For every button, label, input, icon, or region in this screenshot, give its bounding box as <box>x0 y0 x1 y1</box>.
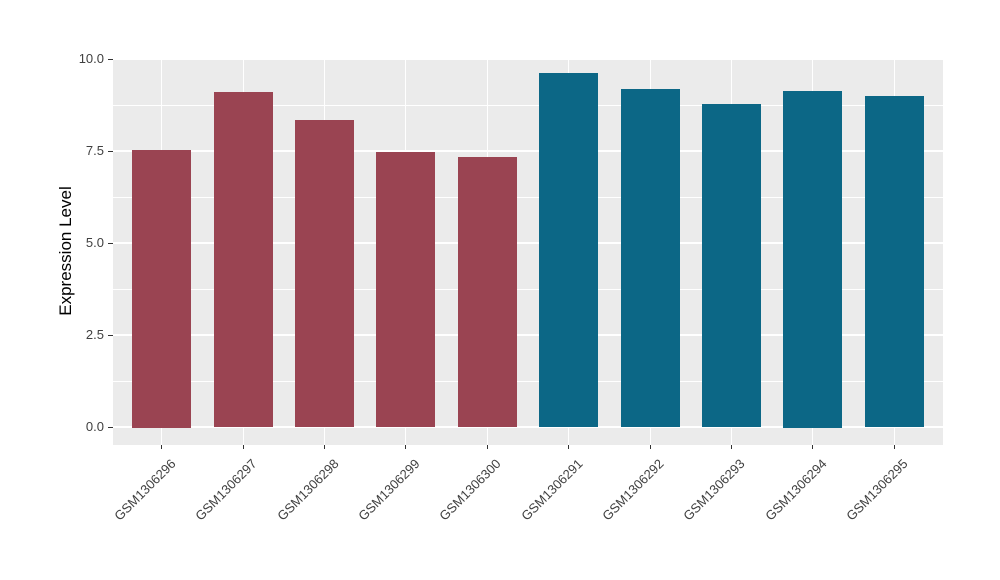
bar-GSM1306297 <box>214 92 273 427</box>
bar-GSM1306294 <box>783 91 842 428</box>
bar-GSM1306295 <box>865 96 924 427</box>
bar-GSM1306299 <box>376 152 435 427</box>
x-tick-mark <box>893 445 895 449</box>
x-tick-mark <box>242 445 244 449</box>
major-gridline <box>113 242 943 245</box>
y-tick-mark <box>108 426 113 428</box>
major-gridline <box>113 58 943 61</box>
y-tick-mark <box>108 58 113 60</box>
x-tick-mark <box>405 445 407 449</box>
y-tick-label: 7.5 <box>85 143 104 159</box>
x-tick-mark <box>486 445 488 449</box>
x-tick-mark <box>161 445 163 449</box>
bar-GSM1306291 <box>539 73 598 427</box>
x-tick-mark <box>324 445 326 449</box>
y-tick-label: 2.5 <box>85 327 104 343</box>
y-tick-mark <box>108 334 113 336</box>
minor-gridline <box>113 196 943 198</box>
x-tick-mark <box>649 445 651 449</box>
y-tick-label: 0.0 <box>85 419 104 435</box>
x-tick-mark <box>730 445 732 449</box>
bar-GSM1306298 <box>295 120 354 427</box>
major-gridline <box>113 426 943 429</box>
bar-GSM1306296 <box>132 150 191 428</box>
major-gridline <box>113 150 943 153</box>
y-tick-mark <box>108 242 113 244</box>
bar-GSM1306292 <box>621 89 680 427</box>
bar-GSM1306300 <box>458 157 517 427</box>
major-gridline <box>113 334 943 337</box>
plot-panel <box>113 58 943 445</box>
y-tick-label: 10.0 <box>78 51 104 67</box>
minor-gridline <box>113 380 943 382</box>
x-tick-mark <box>568 445 570 449</box>
x-tick-mark <box>812 445 814 449</box>
bar-GSM1306293 <box>702 104 761 427</box>
minor-gridline <box>113 288 943 290</box>
minor-gridline <box>113 104 943 106</box>
y-tick-label: 5.0 <box>85 235 104 251</box>
y-tick-mark <box>108 150 113 152</box>
